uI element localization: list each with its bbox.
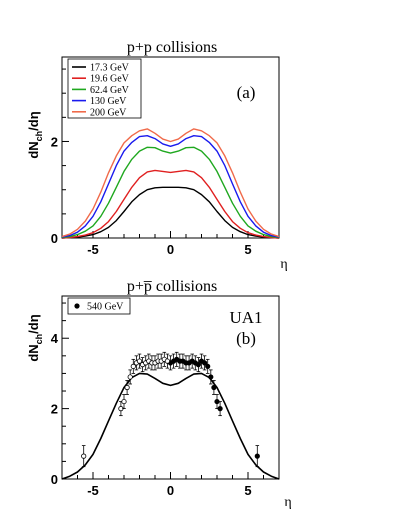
panel-b-ylabel-sub: ch <box>34 334 44 345</box>
panel-b-point-open <box>127 374 133 380</box>
panel-b-axes: -5 0 5 0 2 4 <box>51 302 280 498</box>
panel-a-ylabel-sub: ch <box>34 131 44 142</box>
panel-b-point-open <box>164 358 170 364</box>
panel-a-label: (a) <box>237 83 256 102</box>
panel-b-legend: 540 GeV <box>67 297 131 315</box>
panel-b-point-filled <box>211 384 217 391</box>
panel-a: p+p collisions (a) dNch/dη η -5 0 5 0 2 17.3… <box>26 39 288 272</box>
panel-b: p+p̅ collisions UA1 (b) dNch/dη η -5 0 5 0 2… <box>26 278 292 510</box>
panel-b-label: (b) <box>236 329 256 348</box>
panel-b-legend-box <box>67 297 131 315</box>
panel-b-ylabel-main: dN <box>26 344 41 361</box>
panel-a-ylabel-main: dN <box>26 141 41 158</box>
panel-b-xtick-label: 5 <box>244 483 251 498</box>
panel-a-xtick-label: 5 <box>244 242 251 257</box>
panel-a-legend-label-1: 19.6 GeV <box>90 74 130 85</box>
panel-b-legend-marker <box>74 303 80 309</box>
panel-b-xlabel: η <box>284 495 291 510</box>
panel-b-xtick-label: -5 <box>87 483 99 498</box>
panel-b-ytick-label: 4 <box>51 331 59 346</box>
panel-b-point-open <box>136 358 143 364</box>
panel-a-legend-box <box>67 58 142 119</box>
panel-a-ytick-label: 0 <box>51 231 58 246</box>
panel-a-ylabel-tail: /dη <box>26 111 41 131</box>
panel-a-xtick-label: 0 <box>167 242 174 257</box>
panel-b-point-filled <box>202 360 208 366</box>
svg-text:dNch/dη: dNch/dη <box>26 111 44 158</box>
panel-a-xlabel: η <box>280 257 287 272</box>
panel-a-series-line-4 <box>61 128 280 238</box>
panel-b-ytick-label: 2 <box>51 402 58 417</box>
panel-b-points <box>81 351 260 468</box>
panel-b-curve <box>61 372 280 480</box>
svg-text:dNch/dη: dNch/dη <box>26 314 44 361</box>
panel-b-point-open <box>130 363 136 369</box>
panel-b-point-open <box>124 384 130 391</box>
panel-a-ylabel: dNch/dη <box>26 111 44 158</box>
panel-b-ytick-label: 0 <box>51 472 58 487</box>
panel-b-point-open <box>121 398 127 405</box>
panel-b-xtick-label: 0 <box>167 483 174 498</box>
panel-a-ytick-label: 2 <box>51 134 58 149</box>
panel-a-legend-label-2: 62.4 GeV <box>90 85 130 96</box>
panel-b-point-open <box>81 453 87 459</box>
panel-a-legend-label-0: 17.3 GeV <box>90 63 130 74</box>
panel-a-series-line-3 <box>61 134 280 238</box>
panel-a-series-line-0 <box>61 186 280 239</box>
panel-b-point-filled <box>205 363 211 369</box>
panel-b-point-filled <box>195 362 201 368</box>
panel-b-point-filled <box>217 406 223 412</box>
panel-b-model-curve <box>61 372 280 480</box>
panel-b-label-ua1: UA1 <box>229 308 262 327</box>
panel-a-series-line-2 <box>61 146 280 239</box>
panel-a-series <box>61 128 280 239</box>
panel-b-title: p+p̅ collisions <box>127 278 217 295</box>
panel-a-title: p+p collisions <box>127 39 217 56</box>
panel-a-xtick-label: -5 <box>87 242 99 257</box>
panel-a-legend-label-3: 130 GeV <box>90 96 127 107</box>
panel-a-series-line-1 <box>61 169 280 239</box>
panel-b-point-filled <box>254 453 260 459</box>
panel-b-ylabel: dNch/dη <box>26 314 44 361</box>
panel-b-point-filled <box>208 374 214 380</box>
panel-b-ylabel-tail: /dη <box>26 314 41 334</box>
panel-a-legend-label-4: 200 GeV <box>90 107 127 118</box>
panel-b-legend-label: 540 GeV <box>87 302 124 313</box>
